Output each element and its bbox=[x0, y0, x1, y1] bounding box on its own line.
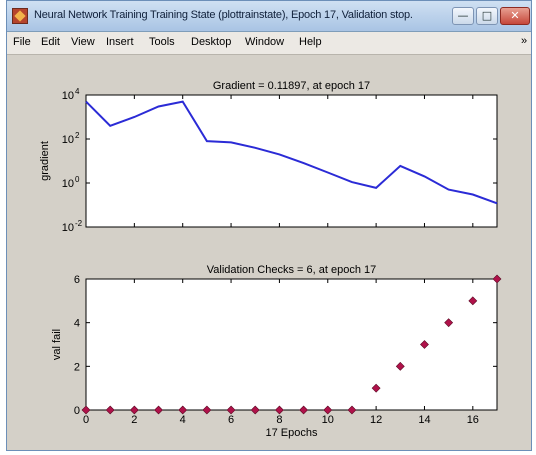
chart1-ytick-exponent: -2 bbox=[75, 219, 83, 228]
matlab-figure-icon bbox=[12, 8, 28, 24]
window-title: Neural Network Training Training State (… bbox=[34, 9, 413, 21]
chart2-xtick-label: 2 bbox=[131, 414, 137, 426]
chart2-axes bbox=[86, 279, 497, 410]
chart2-xtick-label: 6 bbox=[228, 414, 234, 426]
chart2-xtick-label: 8 bbox=[276, 414, 282, 426]
menu-file[interactable]: File bbox=[13, 36, 31, 48]
menu-overflow-icon[interactable]: » bbox=[521, 35, 527, 47]
chart1-ytick-exponent: 0 bbox=[75, 175, 80, 184]
chart2-ylabel: val fail bbox=[51, 329, 63, 360]
chart2-xtick-label: 0 bbox=[83, 414, 89, 426]
chart2-ytick-label: 6 bbox=[74, 274, 80, 286]
chart1-ylabel: gradient bbox=[39, 141, 51, 181]
menu-tools[interactable]: Tools bbox=[149, 36, 175, 48]
menu-insert[interactable]: Insert bbox=[106, 36, 134, 48]
chart1-title: Gradient = 0.11897, at epoch 17 bbox=[213, 80, 370, 92]
menu-help[interactable]: Help bbox=[299, 36, 322, 48]
chart2-title: Validation Checks = 6, at epoch 17 bbox=[207, 264, 377, 276]
chart2-xtick-label: 4 bbox=[180, 414, 186, 426]
close-button[interactable]: ✕ bbox=[500, 7, 530, 25]
menu-view[interactable]: View bbox=[71, 36, 95, 48]
chart1-ytick-exponent: 4 bbox=[75, 87, 80, 96]
title-bar[interactable]: Neural Network Training Training State (… bbox=[7, 1, 531, 32]
chart1-ytick-label: 10 bbox=[62, 90, 74, 102]
chart1-ytick-exponent: 2 bbox=[75, 131, 80, 140]
chart2-xtick-label: 16 bbox=[467, 414, 479, 426]
chart2-ytick-label: 2 bbox=[74, 361, 80, 373]
minimize-button[interactable]: — bbox=[452, 7, 474, 25]
chart2-ytick-label: 0 bbox=[74, 405, 80, 417]
chart1-ytick-label: 10 bbox=[62, 178, 74, 190]
chart2-xtick-label: 14 bbox=[418, 414, 430, 426]
chart1-ytick-label: 10 bbox=[62, 222, 74, 234]
menu-bar: File Edit View Insert Tools Desktop Wind… bbox=[7, 32, 531, 55]
chart2-xtick-label: 10 bbox=[322, 414, 334, 426]
chart2-xlabel: 17 Epochs bbox=[266, 427, 318, 439]
figure-window: Neural Network Training Training State (… bbox=[6, 0, 532, 451]
chart1-ytick-label: 10 bbox=[62, 134, 74, 146]
chart1-axes bbox=[86, 95, 497, 227]
chart2-ytick-label: 4 bbox=[74, 318, 80, 330]
menu-edit[interactable]: Edit bbox=[41, 36, 60, 48]
chart2-xtick-label: 12 bbox=[370, 414, 382, 426]
maximize-button[interactable]: □ bbox=[476, 7, 498, 25]
menu-desktop[interactable]: Desktop bbox=[191, 36, 231, 48]
menu-window[interactable]: Window bbox=[245, 36, 284, 48]
